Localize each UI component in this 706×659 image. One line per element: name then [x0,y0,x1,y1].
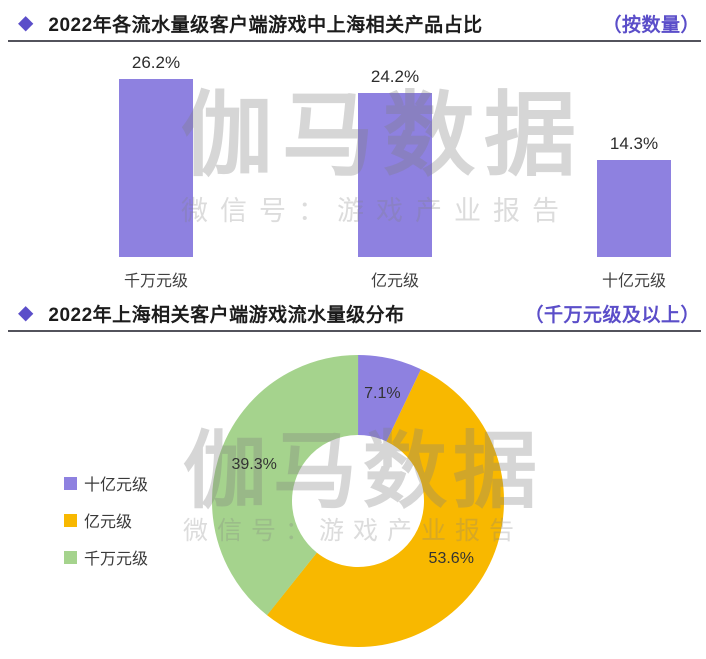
bar-value-label: 26.2% [131,53,181,72]
legend-item-yi: 亿元级 [64,512,148,531]
bar-group-yi: 24.2% [358,67,432,257]
section2-divider [8,330,701,332]
bar-value-label: 14.3% [609,134,659,153]
diamond-bullet-icon: ◆ [18,12,34,34]
section2-note: （千万元级及以上） [524,304,700,326]
section1-title: 2022年各流水量级客户端游戏中上海相关产品占比 [48,14,483,36]
bar-group-shiyi: 14.3% [597,134,671,257]
legend-item-shiyi: 十亿元级 [64,475,148,494]
section2-header: ◆ 2022年上海相关客户端游戏流水量级分布 （千万元级及以上） [0,299,706,327]
legend-item-qianwan: 千万元级 [64,549,148,568]
donut-label-qianwan: 39.3% [231,455,277,473]
donut-chart [212,355,504,647]
legend-label: 千万元级 [84,551,149,568]
donut-label-shiyi: 7.1% [364,384,401,402]
legend-swatch-purple [64,476,77,490]
section1-header: ◆ 2022年各流水量级客户端游戏中上海相关产品占比 （按数量） [0,9,706,37]
legend-swatch-green [64,550,77,564]
bar-chart: 26.2% 24.2% 14.3% [0,50,706,257]
section1-note: （按数量） [602,14,700,36]
bar-shiyi [597,160,671,257]
bar-yi [358,93,432,257]
donut-legend: 十亿元级 亿元级 千万元级 [64,475,148,586]
bar-group-qianwan: 26.2% [119,53,193,257]
bar-category-label: 十亿元级 [601,273,666,290]
diamond-bullet-icon: ◆ [18,302,34,324]
legend-label: 亿元级 [84,514,133,531]
donut-label-yi: 53.6% [428,550,474,568]
bar-category-label: 亿元级 [370,273,419,290]
legend-swatch-yellow [64,513,77,527]
section1-divider [8,40,701,42]
legend-label: 十亿元级 [84,477,149,494]
bar-category-label: 千万元级 [123,273,188,290]
section2-title: 2022年上海相关客户端游戏流水量级分布 [48,304,405,326]
bar-qianwan [119,79,193,257]
bar-value-label: 24.2% [370,67,420,86]
